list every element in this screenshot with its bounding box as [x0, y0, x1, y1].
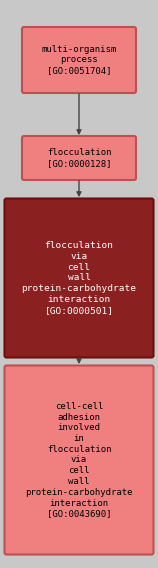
- Text: multi-organism
process
[GO:0051704]: multi-organism process [GO:0051704]: [41, 45, 117, 75]
- FancyBboxPatch shape: [22, 136, 136, 180]
- Text: cell-cell
adhesion
involved
in
flocculation
via
cell
wall
protein-carbohydrate
i: cell-cell adhesion involved in flocculat…: [25, 402, 133, 518]
- Text: flocculation
[GO:0000128]: flocculation [GO:0000128]: [47, 148, 111, 168]
- FancyBboxPatch shape: [22, 27, 136, 93]
- FancyBboxPatch shape: [4, 365, 154, 554]
- Text: flocculation
via
cell
wall
protein-carbohydrate
interaction
[GO:0000501]: flocculation via cell wall protein-carbo…: [21, 241, 137, 315]
- FancyBboxPatch shape: [4, 198, 154, 357]
